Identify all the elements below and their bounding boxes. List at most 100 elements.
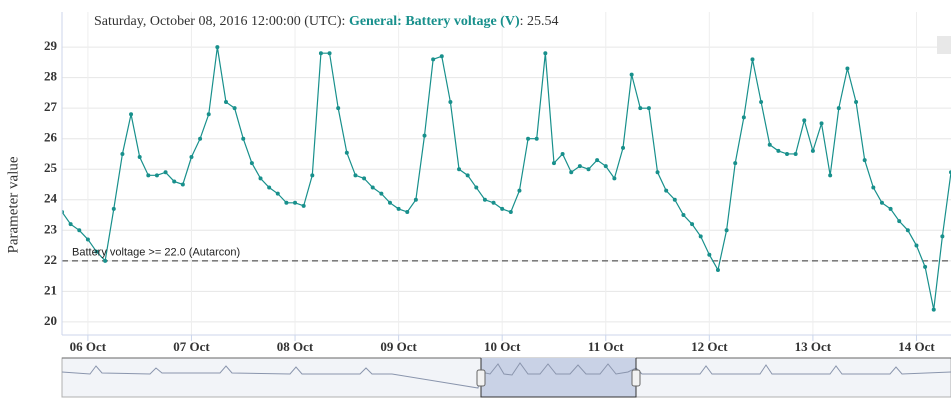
data-point [897, 219, 902, 224]
data-point [258, 176, 263, 181]
data-point [284, 200, 289, 205]
data-point [396, 206, 401, 211]
data-point [612, 176, 617, 181]
y-axis-title: Parameter value [5, 156, 21, 253]
data-point [232, 106, 237, 111]
data-point [862, 158, 867, 163]
data-point [482, 197, 487, 202]
data-point [776, 148, 781, 153]
data-point [318, 51, 323, 56]
data-point [103, 258, 108, 263]
data-point [577, 164, 582, 169]
data-point [474, 185, 479, 190]
data-point [422, 133, 427, 138]
data-point [465, 173, 470, 178]
data-point [85, 237, 90, 242]
y-tick-label: 21 [44, 282, 57, 297]
data-point [793, 151, 798, 156]
data-point [940, 234, 945, 239]
data-point [154, 173, 159, 178]
data-point [198, 136, 203, 141]
y-tick-label: 27 [44, 99, 58, 114]
data-point [854, 100, 859, 105]
data-point [655, 170, 660, 175]
data-point [353, 173, 358, 178]
data-point [146, 173, 151, 178]
data-point [888, 206, 893, 211]
data-point [206, 112, 211, 117]
data-point [180, 182, 185, 187]
data-point [750, 57, 755, 62]
data-point [595, 158, 600, 163]
data-point [724, 228, 729, 233]
data-point [707, 252, 712, 257]
data-point [879, 200, 884, 205]
data-point [871, 185, 876, 190]
data-point [77, 228, 82, 233]
data-point [508, 209, 513, 214]
data-point [785, 151, 790, 156]
data-point [698, 234, 703, 239]
data-point [715, 267, 720, 272]
data-point [241, 136, 246, 141]
data-point [629, 72, 634, 77]
data-point [439, 54, 444, 59]
x-tick-label: 07 Oct [173, 339, 210, 354]
data-point [802, 118, 807, 123]
data-point [344, 150, 349, 155]
data-point [336, 106, 341, 111]
navigator-handle-right[interactable] [631, 369, 641, 387]
data-point [569, 170, 574, 175]
data-point [586, 167, 591, 172]
data-point [172, 179, 177, 184]
y-tick-label: 29 [44, 38, 58, 53]
navigator-handle-left[interactable] [476, 369, 486, 387]
data-point [327, 51, 332, 56]
data-point [621, 145, 626, 150]
y-tick-label: 22 [44, 252, 57, 267]
data-point [923, 264, 928, 269]
tooltip-value: : 25.54 [520, 14, 559, 29]
x-tick-label: 09 Oct [380, 339, 417, 354]
export-button[interactable] [937, 36, 951, 54]
data-point [431, 57, 436, 62]
x-tick-label: 08 Oct [277, 339, 314, 354]
data-point [68, 222, 73, 227]
data-point [293, 200, 298, 205]
y-tick-label: 25 [44, 160, 58, 175]
navigator[interactable] [61, 357, 951, 398]
data-point [819, 121, 824, 126]
navigator-selection[interactable] [481, 358, 636, 397]
data-point [672, 197, 677, 202]
data-point [836, 106, 841, 111]
data-point [767, 142, 772, 147]
tooltip-series: General: Battery voltage (V) [349, 14, 520, 29]
series-line [62, 47, 951, 310]
data-point [267, 185, 272, 190]
data-point [370, 185, 375, 190]
threshold-label: Battery voltage >= 22.0 (Autarcon) [72, 247, 240, 259]
data-point [405, 209, 410, 214]
data-point [931, 307, 936, 312]
x-tick-label: 13 Oct [795, 339, 832, 354]
data-point [120, 151, 125, 156]
y-tick-label: 24 [44, 191, 58, 206]
grid [62, 12, 951, 335]
x-tick-label: 11 Oct [588, 339, 624, 354]
data-point [664, 188, 669, 193]
x-tick-label: 06 Oct [70, 339, 107, 354]
data-point [681, 213, 686, 218]
data-point [828, 173, 833, 178]
data-point [111, 206, 116, 211]
data-point [646, 106, 651, 111]
data-point [448, 100, 453, 105]
data-point [733, 161, 738, 166]
x-tick-label: 14 Oct [898, 339, 935, 354]
data-point [810, 148, 815, 153]
x-tick-label: 10 Oct [484, 339, 521, 354]
data-point [534, 136, 539, 141]
data-point [275, 191, 280, 196]
y-tick-label: 28 [44, 69, 58, 84]
data-point [914, 243, 919, 248]
